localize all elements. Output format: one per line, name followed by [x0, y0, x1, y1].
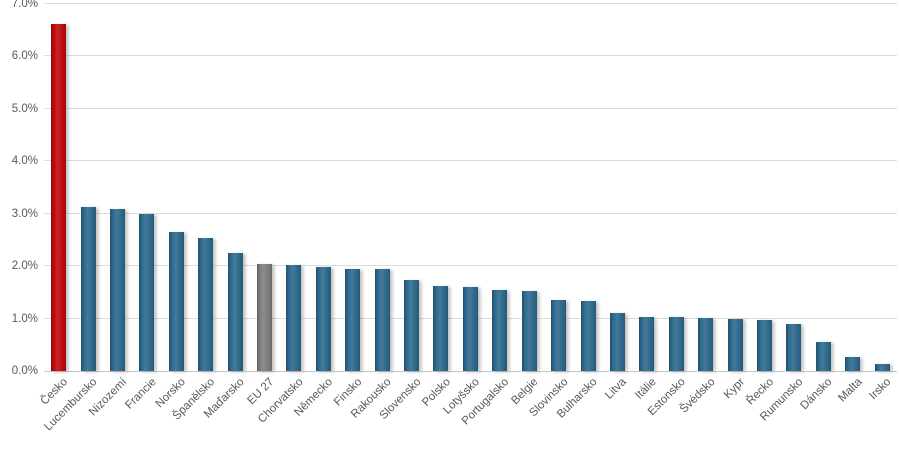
bar-slovensko	[404, 280, 420, 371]
bar-slot-eu-27	[250, 4, 279, 371]
bar-slot-irsko	[867, 4, 896, 371]
bar-slot-nizozemi	[103, 4, 132, 371]
y-tick-label-2: 2.0%	[11, 260, 38, 273]
bar-slot-svedsko	[691, 4, 720, 371]
bar-slot-polsko	[426, 4, 455, 371]
bar-lotyssko	[462, 286, 478, 372]
gridline-3	[44, 212, 897, 214]
bar-slot-slovensko	[397, 4, 426, 371]
bar-slot-rumunsko	[779, 4, 808, 371]
bar-slot-bulharsko	[573, 4, 602, 371]
bar-polsko	[433, 286, 449, 371]
gridline-2	[44, 265, 897, 267]
bar-slovinsko	[551, 299, 567, 372]
bar-slot-lucembursko	[73, 4, 102, 371]
bar-svedsko	[698, 318, 714, 371]
bar-rumunsko	[786, 324, 802, 371]
bar-spanelsko	[198, 237, 214, 372]
x-axis: Česko Lucembursko Nizozemí Francie Norsko Špa…	[39, 373, 897, 456]
y-tick-label-7: 7.0%	[11, 0, 38, 10]
bar-slot-belgie	[515, 4, 544, 371]
y-tick-label-0: 0.0%	[11, 365, 38, 377]
bar-rakousko	[374, 268, 390, 372]
gridline-4	[44, 160, 897, 162]
bar-finsko	[345, 268, 361, 372]
gridline-7	[44, 3, 897, 4]
bar-slot-finsko	[338, 4, 367, 372]
bar-slot-spanelsko	[191, 4, 220, 372]
bar-nemecko	[315, 267, 331, 371]
bar-slot-norsko	[162, 4, 191, 372]
bar-dansko	[815, 342, 831, 371]
bar-slot-estonsko	[662, 4, 691, 371]
bar-norsko	[168, 231, 184, 372]
bar-francie	[139, 213, 155, 372]
bar-madarsko	[227, 252, 243, 372]
bar-kypr	[727, 318, 743, 372]
plot-area	[44, 3, 897, 372]
bar-recko	[756, 320, 772, 371]
bar-slot-recko	[750, 4, 779, 371]
bar-slot-italie	[632, 4, 661, 371]
y-axis: 0.0% 1.0% 2.0% 3.0% 4.0% 5.0% 6.0% 7.0%	[0, 0, 38, 377]
bar-slot-madarsko	[220, 4, 249, 372]
x-label-malta: Malta	[835, 376, 865, 405]
bar-slot-portugalsko	[485, 4, 514, 372]
gridline-5	[44, 107, 897, 109]
y-tick-label-4: 4.0%	[11, 155, 38, 168]
x-label-italie: Itálie	[632, 376, 659, 402]
y-tick-label-1: 1.0%	[11, 312, 38, 325]
bar-italie	[639, 317, 655, 371]
bar-estonsko	[668, 317, 684, 371]
bar-eu-27	[257, 264, 273, 371]
bar-slot-lotyssko	[456, 4, 485, 372]
gridline-6	[44, 55, 897, 57]
bar-slot-nemecko	[309, 4, 338, 371]
bar-cesko	[51, 23, 67, 372]
y-tick-label-5: 5.0%	[11, 102, 38, 115]
bar-bulharsko	[580, 301, 596, 371]
bar-slot-rakousko	[367, 4, 396, 372]
bar-portugalsko	[492, 289, 508, 372]
x-label-irsko: Irsko	[867, 376, 894, 403]
bar-irsko	[874, 364, 890, 371]
bar-slot-dansko	[809, 4, 838, 371]
y-tick-label-3: 3.0%	[11, 207, 38, 220]
y-tick-label-6: 6.0%	[11, 50, 38, 63]
bar-slot-chorvatsko	[279, 4, 308, 371]
bar-slot-malta	[838, 4, 867, 371]
x-label-francie: Francie	[122, 376, 159, 412]
bar-chorvatsko	[286, 265, 302, 371]
bar-lucembursko	[80, 207, 96, 371]
bar-slot-francie	[132, 4, 161, 372]
bar-slot-slovinsko	[544, 4, 573, 372]
bar-slot-kypr	[720, 4, 749, 372]
bar-nizozemi	[110, 209, 126, 371]
x-label-litva: Litva	[603, 376, 630, 402]
x-label-dansko: Dánsko	[798, 376, 835, 413]
bars-container	[44, 4, 897, 372]
x-label-kypr: Kypr	[721, 376, 747, 402]
bar-malta	[845, 357, 861, 371]
bar-slot-litva	[603, 4, 632, 371]
bar-slot-cesko	[44, 4, 73, 372]
bar-belgie	[521, 291, 537, 371]
bar-litva	[609, 313, 625, 371]
